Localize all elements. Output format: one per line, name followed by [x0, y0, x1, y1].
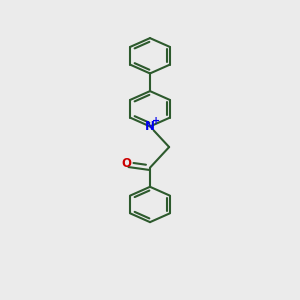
Text: O: O — [122, 157, 131, 170]
Text: N: N — [145, 120, 155, 133]
Text: +: + — [152, 116, 160, 126]
